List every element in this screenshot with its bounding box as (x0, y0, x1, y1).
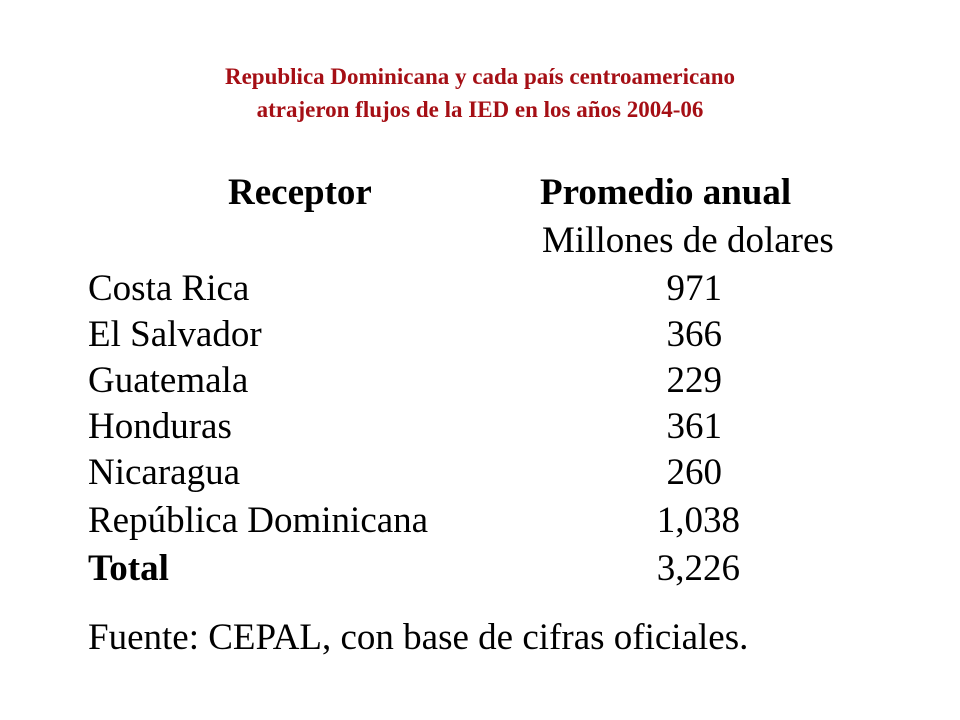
slide-title-line-2: atrajeron flujos de la IED en los años 2… (256, 97, 704, 122)
slide-title: Republica Dominicana y cada país centroa… (0, 60, 960, 126)
row-label: República Dominicana (88, 500, 429, 541)
row-label: Honduras (88, 406, 232, 447)
row-value: 260 (666, 452, 723, 493)
row-value: 1,038 (656, 500, 740, 541)
row-value: 971 (666, 268, 723, 309)
row-label: Nicaragua (88, 452, 241, 493)
header-receptor: Receptor (228, 172, 372, 213)
header-promedio-anual: Promedio anual (540, 172, 792, 213)
row-label: Guatemala (88, 360, 249, 401)
row-label: Costa Rica (88, 268, 250, 309)
source-note: Fuente: CEPAL, con base de cifras oficia… (88, 617, 749, 658)
header-units: Millones de dolares (542, 220, 834, 261)
total-label: Total (88, 548, 169, 589)
row-value: 229 (666, 360, 723, 401)
slide-title-line-1: Republica Dominicana y cada país centroa… (224, 64, 736, 89)
row-label: El Salvador (88, 314, 262, 355)
row-value: 366 (666, 314, 723, 355)
row-value: 361 (666, 406, 723, 447)
total-value: 3,226 (656, 548, 740, 589)
